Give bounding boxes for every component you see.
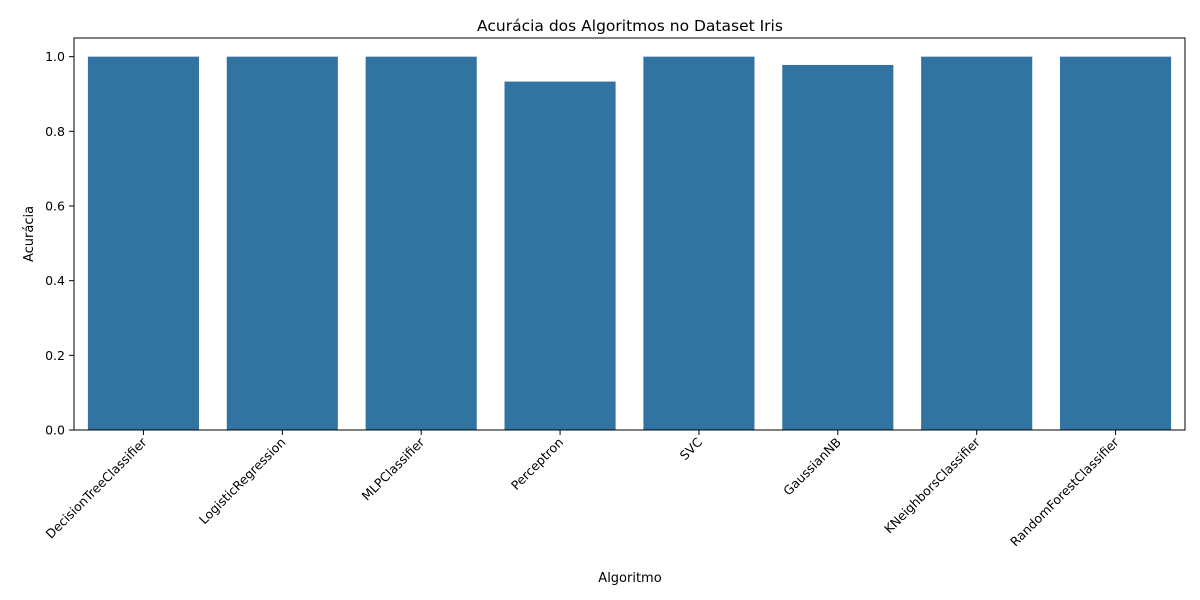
- bars-group: [88, 57, 1171, 430]
- bar-randomforestclassifier: [1060, 57, 1171, 430]
- bar-logisticregression: [227, 57, 338, 430]
- y-axis-label: Acurácia: [22, 206, 37, 262]
- y-tick-label: 0.4: [45, 273, 65, 288]
- x-tick-label: GaussianNB: [780, 435, 844, 499]
- y-tick-label: 0.8: [45, 124, 65, 139]
- y-tick-label: 0.2: [45, 348, 65, 363]
- y-tick-label: 1.0: [45, 49, 65, 64]
- bar-decisiontreeclassifier: [88, 57, 199, 430]
- x-tick-label: RandomForestClassifier: [1007, 434, 1122, 549]
- bar-perceptron: [505, 82, 616, 430]
- bar-svc: [643, 57, 754, 430]
- x-tick-label: Perceptron: [508, 435, 566, 493]
- bar-kneighborsclassifier: [921, 57, 1032, 430]
- x-tick-label: KNeighborsClassifier: [881, 434, 983, 536]
- x-tick-label: LogisticRegression: [196, 435, 289, 528]
- y-tick-label: 0.0: [45, 423, 65, 438]
- x-axis-label: Algoritmo: [598, 571, 661, 586]
- y-axis: 0.0 0.2 0.4 0.6 0.8 1.0: [45, 49, 74, 437]
- bar-gaussiannb: [782, 65, 893, 430]
- chart-title: Acurácia dos Algoritmos no Dataset Iris: [477, 17, 783, 35]
- x-tick-label: DecisionTreeClassifier: [43, 434, 151, 542]
- y-tick-label: 0.6: [45, 199, 65, 214]
- x-tick-label: SVC: [677, 434, 706, 463]
- bar-mlpclassifier: [366, 57, 477, 430]
- x-tick-label: MLPClassifier: [358, 434, 427, 503]
- x-axis: DecisionTreeClassifier LogisticRegression…: [43, 430, 1123, 549]
